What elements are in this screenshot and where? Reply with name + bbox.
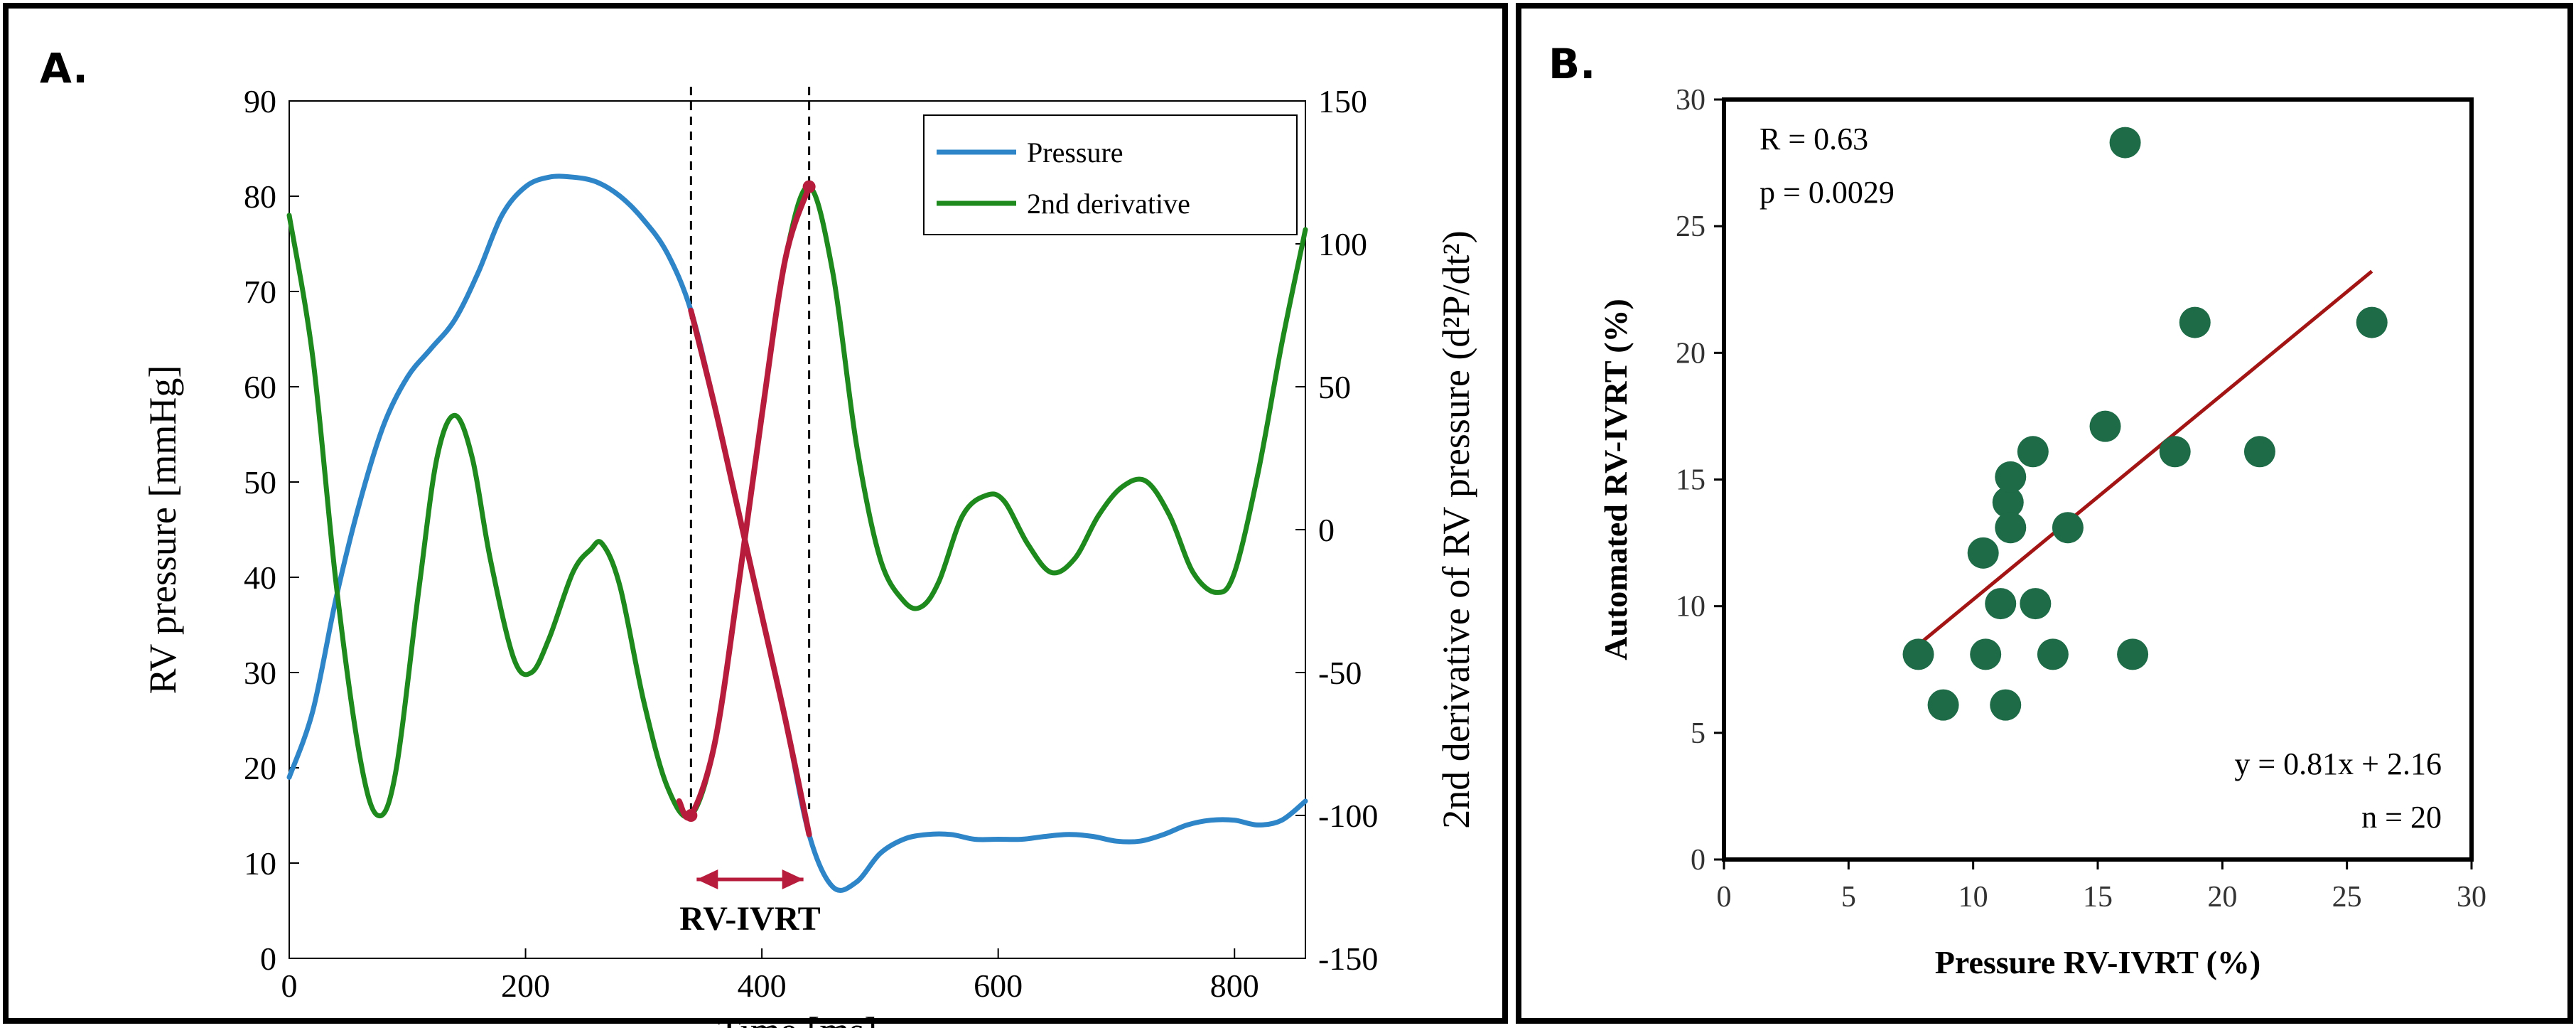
y-tick-label: 5 [1691,717,1705,750]
x-tick-label: 200 [501,968,550,1004]
data-point [2089,410,2121,442]
y-tick-label: 20 [1676,337,1705,370]
data-point [2243,436,2275,468]
x-tick-label: 20 [2207,881,2237,914]
y-axis-title-left: RV pressure [mmHg] [141,365,184,695]
legend-label: Pressure [1027,136,1123,168]
data-point [2117,638,2149,670]
x-tick-label: 0 [281,968,298,1004]
y-tick-label: 10 [1676,591,1705,623]
y-axis-title: Automated RV-IVRT (%) [1597,299,1634,660]
y-tick-label: 15 [1676,464,1705,497]
y-tick-label: 25 [1676,210,1705,243]
y-tick-label-left: 50 [244,464,276,500]
ivrt-arrow-head-right [782,869,804,889]
data-point [2179,306,2211,338]
y-tick-label-left: 20 [244,750,276,786]
data-point [1995,461,2027,493]
data-point [1995,512,2027,544]
y-tick-label-left: 70 [244,274,276,310]
ivrt-end-point [802,180,816,193]
chart-b: 0 5 10 15 20 25 30 0 5 10 15 20 25 30 Pressure RV-IVRT… [1597,84,2486,980]
plot-area-b [1722,97,2474,862]
data-point [1967,537,1999,569]
sample-size: n = 20 [2361,800,2442,835]
x-tick-label: 15 [2083,881,2113,914]
y-tick-label-right: 50 [1318,369,1351,405]
data-point [2109,127,2141,159]
data-point [1990,689,2022,721]
x-axis-title: Time [ms] [718,1010,878,1028]
x-tick-label: 5 [1841,881,1856,914]
y-tick-label-right: -50 [1318,655,1362,691]
r-value: R = 0.63 [1759,122,1868,156]
y-tick-label: 30 [1676,84,1705,117]
y-tick-label-left: 80 [244,178,276,215]
plot-area-a [289,100,1306,959]
x-tick-label: 800 [1210,968,1259,1004]
y-tick-label-left: 60 [244,369,276,405]
ivrt-derivative-segment [676,183,812,821]
regression-line [1917,269,2373,646]
y-tick-label-right: -150 [1318,941,1378,977]
y-tick-label-left: 0 [260,941,276,977]
x-tick-label: 600 [974,968,1023,1004]
data-point [1902,638,1934,670]
x-tick-label: 30 [2457,881,2486,914]
panel-b: B. 0 5 10 15 20 25 30 0 5 10 15 20 25 30 Pressure RV-I… [1516,3,2573,1024]
y-axis-title-right: 2nd derivative of RV pressure (d²P/dt²) [1435,230,1477,828]
p-value: p = 0.0029 [1759,175,1895,210]
y-tick-label-left: 30 [244,655,276,691]
legend-box [923,114,1298,235]
data-point [2052,512,2084,544]
y-tick-label-left: 10 [244,845,276,882]
data-point [2020,588,2052,620]
chart-a: 0 10 20 30 40 50 60 70 80 90 -150 -100 -50 0 50 100 150 0… [141,83,1477,1028]
ivrt-arrow-head-left [696,869,718,889]
data-point [2017,436,2049,468]
x-tick-label: 10 [1958,881,1988,914]
ivrt-label: RV-IVRT [679,900,820,938]
panel-a-label: A. [40,44,88,92]
data-point [1927,689,1959,721]
ivrt-pressure-segment [688,307,812,837]
ivrt-start-point [684,809,698,822]
panel-a: A. 0 10 20 30 40 50 60 70 80 90 -150 -100 -50 0 50 100 1… [3,3,1508,1028]
y-tick-label-left: 40 [244,559,276,596]
legend-label: 2nd derivative [1027,188,1190,220]
data-point [1992,486,2024,518]
fit-equation: y = 0.81x + 2.16 [2234,746,2442,781]
x-tick-label: 0 [1717,881,1732,914]
data-point [1985,588,2017,620]
y-tick-label-right: 0 [1318,512,1335,548]
x-tick-label: 25 [2332,881,2362,914]
data-point [1970,638,2002,670]
panel-b-label: B. [1548,40,1596,88]
y-tick-label-right: 100 [1318,226,1367,262]
y-tick-label-right: -100 [1318,798,1378,834]
y-tick-label: 0 [1691,844,1705,877]
x-axis-title: Pressure RV-IVRT (%) [1935,944,2260,980]
y-tick-label-left: 90 [244,83,276,119]
data-point [2037,638,2069,670]
data-point [2356,306,2388,338]
x-tick-label: 400 [738,968,787,1004]
y-tick-label-right: 150 [1318,83,1367,119]
data-point [2159,436,2191,468]
